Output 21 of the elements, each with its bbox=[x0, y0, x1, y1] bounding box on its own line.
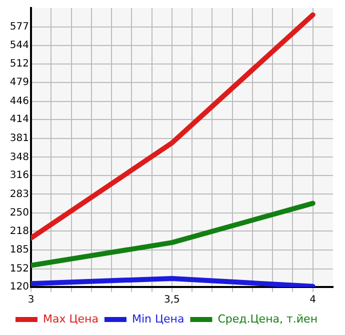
legend-label: Сред.Цена, т.йен bbox=[218, 312, 318, 326]
legend-label: Max Цена bbox=[42, 312, 98, 326]
x-tick-label: 4 bbox=[310, 294, 316, 306]
y-tick-label: 250 bbox=[10, 208, 29, 219]
y-tick-label: 348 bbox=[10, 152, 29, 163]
y-tick-label: 479 bbox=[10, 77, 29, 88]
y-tick-label: 185 bbox=[10, 244, 29, 256]
legend-label: Min Цена bbox=[132, 312, 184, 326]
y-tick-label: 120 bbox=[10, 282, 29, 293]
y-tick-label: 577 bbox=[10, 21, 29, 32]
y-tick-label: 316 bbox=[10, 170, 29, 181]
x-tick-label: 3 bbox=[28, 294, 34, 306]
y-tick-label: 218 bbox=[10, 226, 29, 237]
y-tick-label: 283 bbox=[10, 188, 29, 200]
y-tick-label: 446 bbox=[10, 96, 29, 107]
y-tick-label: 381 bbox=[10, 132, 29, 144]
x-tick-label: 3,5 bbox=[164, 294, 180, 306]
y-tick-label: 414 bbox=[10, 114, 29, 126]
y-tick-label: 152 bbox=[10, 263, 29, 274]
y-tick-label: 512 bbox=[10, 58, 29, 70]
y-tick-label: 544 bbox=[10, 40, 29, 52]
